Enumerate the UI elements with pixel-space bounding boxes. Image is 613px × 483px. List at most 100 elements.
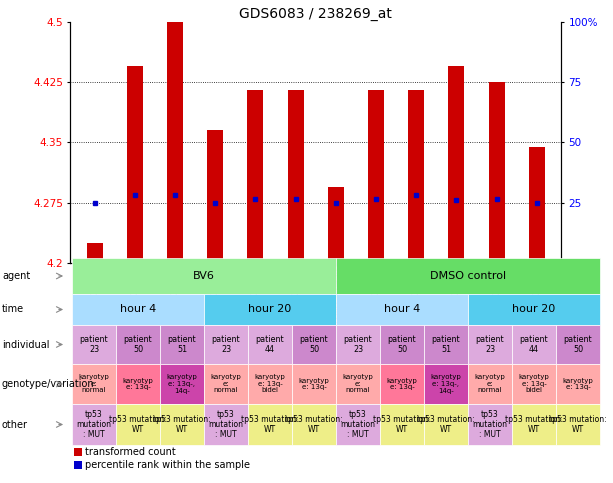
Text: tp53
mutation
: MUT: tp53 mutation : MUT (340, 410, 376, 439)
Bar (556, 404, 600, 445)
Bar (248, 404, 292, 445)
Bar (72, 325, 116, 364)
Text: patient
44: patient 44 (520, 335, 548, 354)
Bar (336, 364, 380, 404)
Text: karyotyp
e: 13q-: karyotyp e: 13q- (123, 378, 153, 390)
Bar (380, 364, 424, 404)
Text: patient
50: patient 50 (300, 335, 329, 354)
Bar (380, 325, 424, 364)
Text: hour 20: hour 20 (248, 304, 292, 314)
Bar (167, 22, 183, 263)
Bar (512, 325, 556, 364)
Text: tp53 mutation:
WT: tp53 mutation: WT (241, 415, 299, 434)
Text: tp53 mutation:
WT: tp53 mutation: WT (505, 415, 563, 434)
Text: karyotyp
e: 13q-: karyotyp e: 13q- (387, 378, 417, 390)
Bar (72, 258, 336, 294)
Text: patient
23: patient 23 (476, 335, 504, 354)
Bar (86, 243, 102, 263)
Bar (127, 66, 143, 263)
Text: patient
23: patient 23 (80, 335, 109, 354)
Bar (328, 187, 344, 263)
Bar (529, 146, 545, 263)
Text: patient
51: patient 51 (168, 335, 196, 354)
Text: karyotyp
e: 13q-: karyotyp e: 13q- (563, 378, 593, 390)
Text: hour 4: hour 4 (384, 304, 420, 314)
Bar (287, 90, 303, 263)
Text: karyotyp
e:
normal: karyotyp e: normal (78, 374, 109, 394)
Bar (468, 364, 512, 404)
Text: percentile rank within the sample: percentile rank within the sample (85, 460, 250, 470)
Bar (204, 325, 248, 364)
Text: tp53 mutation:
WT: tp53 mutation: WT (109, 415, 167, 434)
Text: tp53 mutation:
WT: tp53 mutation: WT (153, 415, 211, 434)
Text: tp53
mutation
: MUT: tp53 mutation : MUT (77, 410, 112, 439)
Bar (512, 404, 556, 445)
Bar (336, 258, 600, 294)
Bar (248, 364, 292, 404)
Bar (116, 364, 160, 404)
Bar (160, 325, 204, 364)
Text: tp53
mutation
: MUT: tp53 mutation : MUT (473, 410, 508, 439)
Bar (74, 448, 82, 456)
Bar (204, 364, 248, 404)
Title: GDS6083 / 238269_at: GDS6083 / 238269_at (239, 7, 392, 21)
Bar (424, 364, 468, 404)
Bar (116, 325, 160, 364)
Text: genotype/variation: genotype/variation (2, 379, 94, 389)
Text: transformed count: transformed count (85, 447, 176, 457)
Bar (292, 404, 336, 445)
Bar (336, 325, 380, 364)
Text: hour 4: hour 4 (120, 304, 156, 314)
Text: patient
50: patient 50 (387, 335, 416, 354)
Text: karyotyp
e: 13q-: karyotyp e: 13q- (299, 378, 329, 390)
Bar (248, 90, 264, 263)
Text: patient
51: patient 51 (432, 335, 460, 354)
Bar (72, 404, 116, 445)
Text: karyotyp
e:
normal: karyotyp e: normal (211, 374, 242, 394)
Text: karyotyp
e: 13q-,
14q-: karyotyp e: 13q-, 14q- (167, 374, 197, 394)
Text: time: time (2, 304, 24, 314)
Bar (72, 364, 116, 404)
Bar (116, 404, 160, 445)
Text: DMSO control: DMSO control (430, 271, 506, 281)
Bar (207, 130, 223, 263)
Text: patient
50: patient 50 (564, 335, 592, 354)
Text: patient
23: patient 23 (344, 335, 372, 354)
Text: tp53
mutation
: MUT: tp53 mutation : MUT (208, 410, 243, 439)
Bar (556, 364, 600, 404)
Bar (204, 294, 336, 325)
Bar (204, 404, 248, 445)
Text: patient
44: patient 44 (256, 335, 284, 354)
Bar (408, 90, 424, 263)
Bar (512, 364, 556, 404)
Text: karyotyp
e:
normal: karyotyp e: normal (343, 374, 373, 394)
Text: karyotyp
e: 13q-
bidel: karyotyp e: 13q- bidel (519, 374, 549, 394)
Bar (468, 294, 600, 325)
Bar (380, 404, 424, 445)
Bar (292, 325, 336, 364)
Text: tp53 mutation:
WT: tp53 mutation: WT (417, 415, 475, 434)
Bar (292, 364, 336, 404)
Text: karyotyp
e:
normal: karyotyp e: normal (474, 374, 505, 394)
Bar (448, 66, 465, 263)
Text: individual: individual (2, 340, 50, 350)
Text: tp53 mutation:
WT: tp53 mutation: WT (549, 415, 607, 434)
Bar (160, 404, 204, 445)
Text: karyotyp
e: 13q-
bidel: karyotyp e: 13q- bidel (254, 374, 286, 394)
Bar (489, 82, 504, 263)
Bar (556, 325, 600, 364)
Bar (468, 404, 512, 445)
Text: agent: agent (2, 271, 30, 281)
Text: other: other (2, 420, 28, 429)
Bar (424, 325, 468, 364)
Bar (336, 294, 468, 325)
Bar (72, 294, 204, 325)
Bar (74, 461, 82, 469)
Text: patient
50: patient 50 (124, 335, 152, 354)
Text: tp53 mutation:
WT: tp53 mutation: WT (285, 415, 343, 434)
Bar (424, 404, 468, 445)
Bar (248, 325, 292, 364)
Text: karyotyp
e: 13q-,
14q-: karyotyp e: 13q-, 14q- (430, 374, 462, 394)
Text: tp53 mutation:
WT: tp53 mutation: WT (373, 415, 431, 434)
Bar (468, 325, 512, 364)
